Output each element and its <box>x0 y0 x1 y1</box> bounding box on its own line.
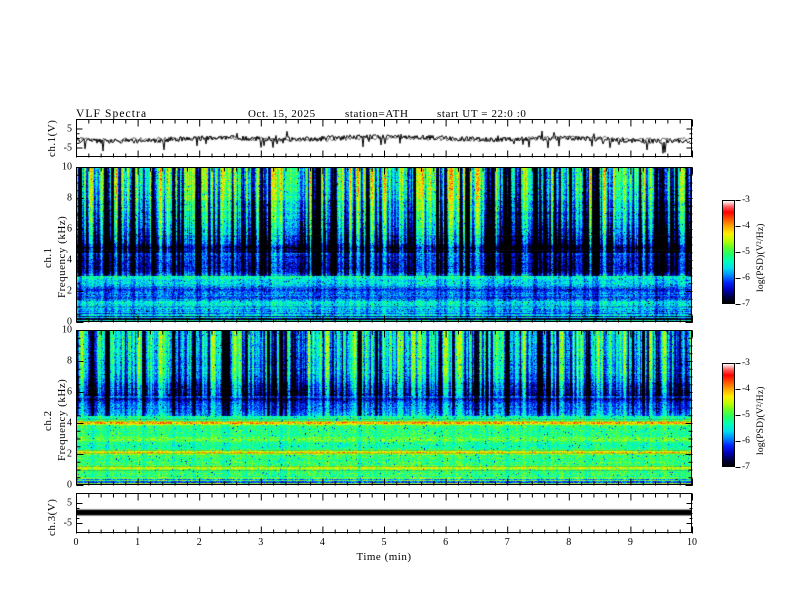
ch2-frequency-axis-title-line2: Frequency (kHz) <box>56 378 68 461</box>
header-date: Oct. 15, 2025 <box>248 108 316 120</box>
colorbar-tick-neg7: -7 <box>742 299 750 309</box>
x-tick-4: 4 <box>319 537 325 548</box>
ch2-freq-tick-10: 10 <box>62 324 72 336</box>
ch2-freq-tick-6: 6 <box>67 386 72 398</box>
ch1-freq-tick-0: 0 <box>67 316 72 328</box>
ch1-frequency-axis-title-line1: ch.1 <box>42 247 54 268</box>
ch2-freq-tick-8: 8 <box>67 355 72 367</box>
colorbar-tick-neg5: -5 <box>742 410 750 420</box>
x-axis-title: Time (min) <box>356 551 412 563</box>
x-tick-3: 3 <box>258 537 264 548</box>
ch3-volt-tick-neg5: -5 <box>63 517 72 529</box>
x-tick-8: 8 <box>566 537 572 548</box>
ch1-frequency-axis-title-line2: Frequency (kHz) <box>56 215 68 298</box>
ch2-freq-tick-0: 0 <box>67 479 72 491</box>
colorbar-tick-neg6: -6 <box>742 436 750 446</box>
colorbar-ch1-title: log(PSD)(V²/Hz) <box>756 223 766 292</box>
colorbar-ch2-title: log(PSD)(V²/Hz) <box>756 386 766 455</box>
ch1-volt-tick-5: 5 <box>67 123 72 134</box>
x-tick-7: 7 <box>504 537 510 548</box>
colorbar-ch1 <box>722 200 735 304</box>
ch1-freq-tick-10: 10 <box>62 161 72 173</box>
ch2-frequency-axis-title-line1: ch.2 <box>42 410 54 431</box>
ch2-spectrogram-canvas <box>77 331 691 484</box>
header-station: station=ATH <box>345 108 409 120</box>
x-tick-2: 2 <box>196 537 202 548</box>
colorbar-ch2 <box>722 363 735 467</box>
colorbar-tick-neg3: -3 <box>742 195 750 205</box>
page-title: VLF Spectra <box>76 108 148 120</box>
x-tick-10: 10 <box>687 537 697 548</box>
ch3-waveform-axis-title: ch.3(V) <box>46 498 58 536</box>
ch1-freq-tick-6: 6 <box>67 223 72 235</box>
x-tick-5: 5 <box>381 537 387 548</box>
x-tick-9: 9 <box>627 537 633 548</box>
ch3-volt-tick-5: 5 <box>67 497 72 509</box>
ch2-freq-tick-2: 2 <box>67 448 72 460</box>
ch2-freq-tick-4: 4 <box>67 417 72 429</box>
colorbar-tick-neg7: -7 <box>742 462 750 472</box>
colorbar-tick-neg5: -5 <box>742 247 750 257</box>
colorbar-tick-neg4: -4 <box>742 221 750 231</box>
ch1-freq-tick-8: 8 <box>67 192 72 204</box>
ch1-freq-tick-2: 2 <box>67 285 72 297</box>
colorbar-tick-neg4: -4 <box>742 384 750 394</box>
ch1-volt-tick-neg5: -5 <box>63 142 72 153</box>
ch1-freq-tick-4: 4 <box>67 254 72 266</box>
header-start-ut: start UT = 22:0 :0 <box>437 108 527 120</box>
x-tick-6: 6 <box>443 537 449 548</box>
ch1-spectrogram-canvas <box>77 168 691 321</box>
ch3-waveform-panel <box>76 493 692 533</box>
ch2-spectrogram-panel <box>76 330 692 485</box>
x-tick-1: 1 <box>135 537 141 548</box>
x-tick-0: 0 <box>73 537 79 548</box>
ch1-spectrogram-panel <box>76 167 692 322</box>
colorbar-tick-neg3: -3 <box>742 358 750 368</box>
colorbar-tick-neg6: -6 <box>742 273 750 283</box>
ch1-waveform-axis-title: ch.1(V) <box>46 119 58 157</box>
